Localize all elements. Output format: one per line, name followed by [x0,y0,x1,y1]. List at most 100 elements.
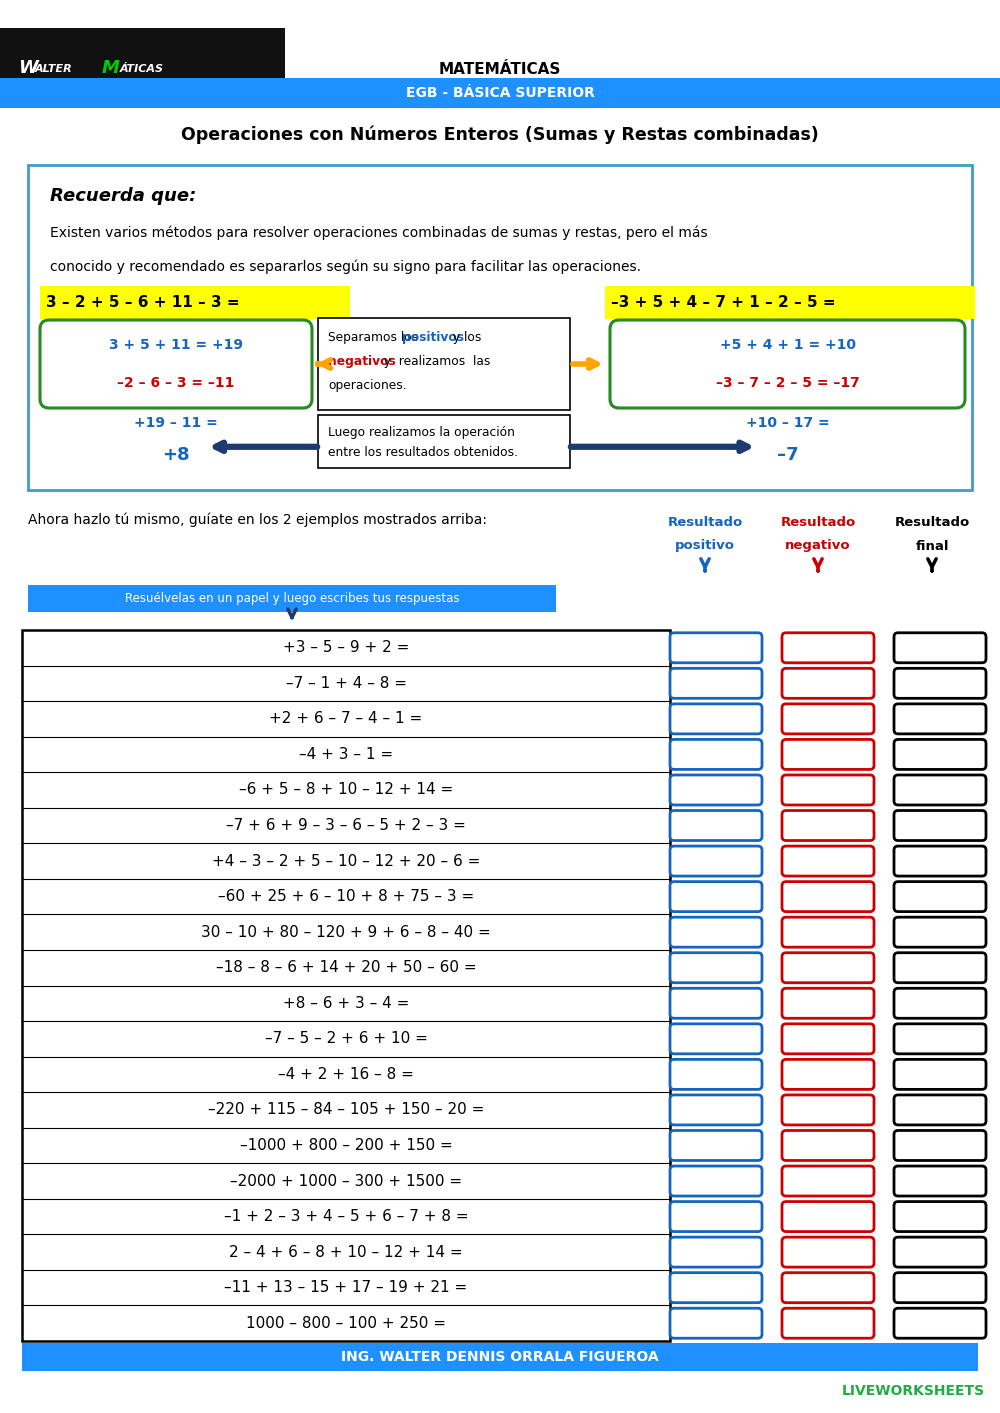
Text: –3 – 7 – 2 – 5 = –17: –3 – 7 – 2 – 5 = –17 [716,376,859,390]
Text: Resuélvelas en un papel y luego escribes tus respuestas: Resuélvelas en un papel y luego escribes… [125,592,459,605]
FancyBboxPatch shape [894,633,986,663]
Text: Luego realizamos la operación: Luego realizamos la operación [328,425,515,438]
FancyBboxPatch shape [670,1130,762,1160]
FancyBboxPatch shape [782,633,874,663]
Bar [0,28,285,107]
Text: –11 + 13 – 15 + 17 – 19 + 21 =: –11 + 13 – 15 + 17 – 19 + 21 = [224,1280,468,1296]
FancyBboxPatch shape [894,846,986,876]
FancyBboxPatch shape [782,1238,874,1267]
FancyBboxPatch shape [670,917,762,947]
FancyBboxPatch shape [782,1166,874,1195]
Text: Resultado: Resultado [894,516,970,528]
Bar [0,1371,1000,1413]
FancyBboxPatch shape [670,1166,762,1195]
FancyBboxPatch shape [894,1273,986,1303]
FancyBboxPatch shape [894,1201,986,1232]
Bar [28,585,556,612]
Text: operaciones.: operaciones. [328,380,407,393]
Text: entre los resultados obtenidos.: entre los resultados obtenidos. [328,445,518,458]
FancyBboxPatch shape [670,1308,762,1338]
Text: –60 + 25 + 6 – 10 + 8 + 75 – 3 =: –60 + 25 + 6 – 10 + 8 + 75 – 3 = [218,889,474,904]
FancyBboxPatch shape [782,1060,874,1089]
Text: –7 – 1 + 4 – 8 =: –7 – 1 + 4 – 8 = [286,675,407,691]
Text: –220 + 115 – 84 – 105 + 150 – 20 =: –220 + 115 – 84 – 105 + 150 – 20 = [208,1102,484,1118]
FancyBboxPatch shape [670,882,762,911]
Text: Operaciones con Números Enteros (Sumas y Restas combinadas): Operaciones con Números Enteros (Sumas y… [181,126,819,144]
Text: +19 – 11 =: +19 – 11 = [134,415,218,430]
FancyBboxPatch shape [782,774,874,805]
FancyBboxPatch shape [670,988,762,1019]
Text: y los: y los [449,332,482,345]
Text: 1000 – 800 – 100 + 250 =: 1000 – 800 – 100 + 250 = [246,1316,446,1331]
FancyBboxPatch shape [782,1308,874,1338]
Text: Separamos los: Separamos los [328,332,422,345]
Text: ÁTICAS: ÁTICAS [120,64,164,73]
Text: –4 + 2 + 16 – 8 =: –4 + 2 + 16 – 8 = [278,1067,414,1082]
FancyBboxPatch shape [670,668,762,698]
Text: +8 – 6 + 3 – 4 =: +8 – 6 + 3 – 4 = [283,996,409,1010]
Bar [22,1342,978,1371]
FancyBboxPatch shape [782,811,874,841]
FancyBboxPatch shape [782,1024,874,1054]
Text: 3 + 5 + 11 = +19: 3 + 5 + 11 = +19 [109,338,243,352]
Text: –4 + 3 – 1 =: –4 + 3 – 1 = [299,747,393,762]
Text: EGB - BÁSICA SUPERIOR: EGB - BÁSICA SUPERIOR [406,86,594,100]
FancyBboxPatch shape [894,1024,986,1054]
Text: M: M [102,59,120,76]
FancyBboxPatch shape [894,1238,986,1267]
FancyBboxPatch shape [670,1273,762,1303]
Text: negativos: negativos [328,356,396,369]
Text: Ahora hazlo tú mismo, guíatе en los 2 ejemplos mostrados arriba:: Ahora hazlo tú mismo, guíatе en los 2 ej… [28,513,487,527]
FancyBboxPatch shape [782,1273,874,1303]
FancyBboxPatch shape [782,917,874,947]
FancyBboxPatch shape [670,1238,762,1267]
Text: Resultado: Resultado [667,516,743,528]
Text: –2000 + 1000 – 300 + 1500 =: –2000 + 1000 – 300 + 1500 = [230,1174,462,1188]
Text: positivo: positivo [675,540,735,552]
FancyBboxPatch shape [782,739,874,770]
Text: 3 – 2 + 5 – 6 + 11 – 3 =: 3 – 2 + 5 – 6 + 11 – 3 = [46,295,240,311]
FancyBboxPatch shape [670,1024,762,1054]
Text: 30 – 10 + 80 – 120 + 9 + 6 – 8 – 40 =: 30 – 10 + 80 – 120 + 9 + 6 – 8 – 40 = [201,924,491,940]
Text: LIVEWORKSHEETS: LIVEWORKSHEETS [842,1383,985,1397]
Text: MATEMÁTICAS: MATEMÁTICAS [439,62,561,78]
FancyBboxPatch shape [782,1095,874,1125]
FancyBboxPatch shape [782,668,874,698]
Bar [318,415,570,468]
Text: –2 – 6 – 3 = –11: –2 – 6 – 3 = –11 [117,376,235,390]
Text: final: final [915,540,949,552]
FancyBboxPatch shape [670,952,762,982]
Text: –6 + 5 – 8 + 10 – 12 + 14 =: –6 + 5 – 8 + 10 – 12 + 14 = [239,783,453,797]
Text: conocido y recomendado es separarlos según su signo para facilitar las operacion: conocido y recomendado es separarlos seg… [50,260,641,274]
Bar [28,165,972,490]
Text: negativo: negativo [785,540,851,552]
FancyBboxPatch shape [894,1060,986,1089]
FancyBboxPatch shape [894,1308,986,1338]
Bar [22,630,670,1341]
Text: +2 + 6 – 7 – 4 – 1 =: +2 + 6 – 7 – 4 – 1 = [269,711,423,726]
Text: –7 + 6 + 9 – 3 – 6 – 5 + 2 – 3 =: –7 + 6 + 9 – 3 – 6 – 5 + 2 – 3 = [226,818,466,834]
FancyBboxPatch shape [670,739,762,770]
FancyBboxPatch shape [670,846,762,876]
Text: +4 – 3 – 2 + 5 – 10 – 12 + 20 – 6 =: +4 – 3 – 2 + 5 – 10 – 12 + 20 – 6 = [212,853,480,869]
FancyBboxPatch shape [894,952,986,982]
FancyBboxPatch shape [894,668,986,698]
Text: +10 – 17 =: +10 – 17 = [746,415,829,430]
FancyBboxPatch shape [894,1166,986,1195]
Text: –1 + 2 – 3 + 4 – 5 + 6 – 7 + 8 =: –1 + 2 – 3 + 4 – 5 + 6 – 7 + 8 = [224,1210,468,1224]
Text: +3 – 5 – 9 + 2 =: +3 – 5 – 9 + 2 = [283,640,409,656]
FancyBboxPatch shape [782,988,874,1019]
Text: 2 – 4 + 6 – 8 + 10 – 12 + 14 =: 2 – 4 + 6 – 8 + 10 – 12 + 14 = [229,1245,463,1259]
Text: Existen varios métodos para resolver operaciones combinadas de sumas y restas, p: Existen varios métodos para resolver ope… [50,225,708,239]
Bar [605,285,975,319]
Text: +8: +8 [162,447,190,463]
Text: y  realizamos  las: y realizamos las [376,356,490,369]
FancyBboxPatch shape [894,1130,986,1160]
FancyBboxPatch shape [670,704,762,733]
FancyBboxPatch shape [894,917,986,947]
Text: Recuerda que:: Recuerda que: [50,187,196,205]
Bar [40,285,350,319]
FancyBboxPatch shape [670,811,762,841]
FancyBboxPatch shape [894,704,986,733]
FancyBboxPatch shape [670,1201,762,1232]
